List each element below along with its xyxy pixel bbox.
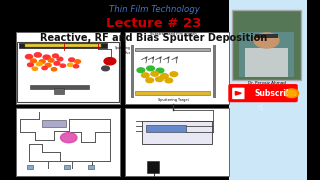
Circle shape xyxy=(26,55,33,59)
Circle shape xyxy=(68,63,73,66)
FancyBboxPatch shape xyxy=(245,48,288,76)
Circle shape xyxy=(137,68,145,73)
Circle shape xyxy=(151,71,158,76)
Circle shape xyxy=(104,58,116,65)
FancyBboxPatch shape xyxy=(54,88,64,94)
Circle shape xyxy=(52,54,59,58)
FancyBboxPatch shape xyxy=(16,32,120,104)
Circle shape xyxy=(48,58,54,62)
FancyBboxPatch shape xyxy=(125,32,229,104)
Text: Sputtering
Flux: Sputtering Flux xyxy=(115,46,131,55)
Circle shape xyxy=(32,67,37,70)
Text: Substrate and film growth: Substrate and film growth xyxy=(150,32,196,36)
Circle shape xyxy=(39,60,45,63)
FancyBboxPatch shape xyxy=(27,165,33,169)
Text: Dr. Pervaiz Ahmad: Dr. Pervaiz Ahmad xyxy=(248,81,285,85)
Circle shape xyxy=(170,72,178,76)
FancyBboxPatch shape xyxy=(232,10,301,80)
Circle shape xyxy=(57,57,63,61)
FancyBboxPatch shape xyxy=(228,84,298,102)
Circle shape xyxy=(284,89,299,98)
Circle shape xyxy=(28,63,33,67)
Circle shape xyxy=(60,64,66,67)
FancyBboxPatch shape xyxy=(19,43,107,48)
Circle shape xyxy=(156,77,163,82)
FancyBboxPatch shape xyxy=(16,108,120,176)
FancyBboxPatch shape xyxy=(88,165,94,169)
Text: Lecture # 23: Lecture # 23 xyxy=(107,17,202,30)
Circle shape xyxy=(161,74,168,78)
FancyBboxPatch shape xyxy=(232,88,244,99)
Text: Reactive, RF and Bias Sputter Deposition: Reactive, RF and Bias Sputter Deposition xyxy=(41,33,268,43)
FancyBboxPatch shape xyxy=(255,34,278,38)
FancyBboxPatch shape xyxy=(213,45,216,98)
Circle shape xyxy=(60,133,77,143)
FancyBboxPatch shape xyxy=(135,91,210,95)
Circle shape xyxy=(36,62,42,66)
Circle shape xyxy=(141,73,149,78)
FancyBboxPatch shape xyxy=(146,125,186,132)
Circle shape xyxy=(54,62,60,65)
FancyBboxPatch shape xyxy=(229,0,307,180)
Circle shape xyxy=(69,58,75,62)
FancyBboxPatch shape xyxy=(142,121,212,144)
Circle shape xyxy=(42,66,47,70)
Text: ☝: ☝ xyxy=(257,103,263,112)
Circle shape xyxy=(102,66,109,71)
Circle shape xyxy=(254,33,279,48)
Circle shape xyxy=(287,90,296,96)
FancyBboxPatch shape xyxy=(125,108,229,176)
FancyBboxPatch shape xyxy=(30,85,89,89)
FancyBboxPatch shape xyxy=(64,165,70,169)
Circle shape xyxy=(146,78,154,83)
FancyBboxPatch shape xyxy=(239,32,294,77)
FancyBboxPatch shape xyxy=(131,45,133,98)
FancyBboxPatch shape xyxy=(42,120,66,127)
Circle shape xyxy=(74,65,79,68)
Circle shape xyxy=(30,59,36,63)
Circle shape xyxy=(52,68,57,71)
Circle shape xyxy=(165,78,173,83)
Text: Sputtering Target: Sputtering Target xyxy=(158,98,189,102)
Text: Subscribe: Subscribe xyxy=(254,89,297,98)
Circle shape xyxy=(43,55,50,59)
Circle shape xyxy=(75,60,81,63)
FancyBboxPatch shape xyxy=(147,161,158,173)
FancyBboxPatch shape xyxy=(135,48,210,51)
FancyBboxPatch shape xyxy=(25,44,101,47)
Circle shape xyxy=(45,63,51,67)
Polygon shape xyxy=(236,91,241,95)
Circle shape xyxy=(34,53,41,57)
Circle shape xyxy=(156,68,164,73)
Circle shape xyxy=(147,66,155,71)
Text: Thin Film Technology: Thin Film Technology xyxy=(109,4,200,14)
